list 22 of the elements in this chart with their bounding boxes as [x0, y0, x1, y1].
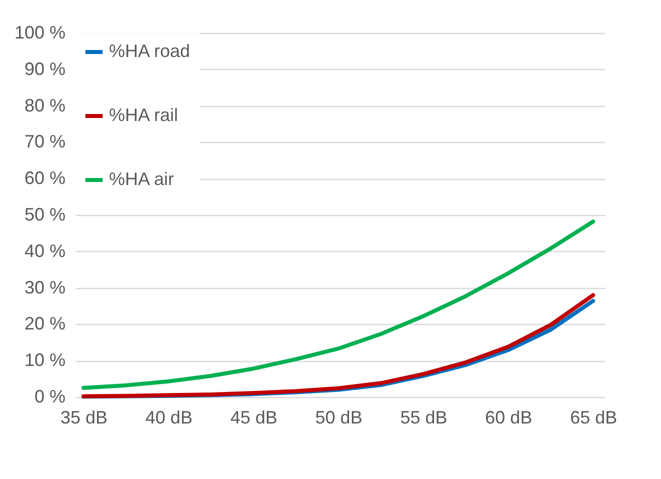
- x-tick-label: 50 dB: [315, 408, 362, 428]
- x-tick-label: 65 dB: [570, 408, 618, 428]
- y-tick-label: 90 %: [24, 58, 66, 79]
- y-tick-label: 20 %: [24, 314, 66, 334]
- legend-label: %HA air: [109, 169, 174, 189]
- x-tick-label: 60 dB: [485, 408, 532, 428]
- line-series: [81, 220, 596, 390]
- y-tick-label: 0 %: [34, 386, 66, 406]
- x-tick-label: 45 dB: [230, 408, 278, 428]
- y-tick-label: 30 %: [24, 277, 66, 298]
- x-tick-label: 35 dB: [60, 408, 108, 428]
- legend-label: %HA rail: [109, 105, 178, 125]
- x-tick-label: 55 dB: [400, 408, 448, 428]
- y-tick-label: 80 %: [24, 95, 66, 116]
- y-tick-label: 60 %: [24, 168, 66, 188]
- y-tick-label: 10 %: [24, 350, 66, 370]
- y-tick-label: 100 %: [14, 22, 66, 42]
- y-tick-label: 40 %: [24, 240, 66, 261]
- x-tick-label: 40 dB: [145, 408, 192, 428]
- legend-label: %HA road: [109, 41, 190, 61]
- y-tick-label: 50 %: [24, 204, 66, 224]
- y-tick-label: 70 %: [24, 132, 66, 152]
